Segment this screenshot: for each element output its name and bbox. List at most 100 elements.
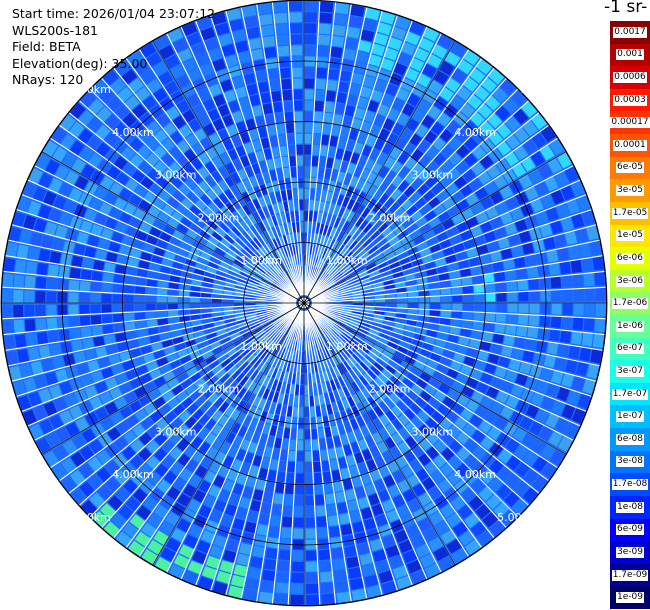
range-gate-cell	[158, 404, 172, 417]
range-gate-cell	[176, 248, 189, 258]
range-gate-cell	[236, 412, 247, 425]
range-gate-cell	[372, 175, 384, 188]
ray-separator	[309, 111, 540, 299]
range-gate-cell	[254, 372, 263, 383]
range-gate-cell	[461, 319, 473, 329]
range-gate-cell	[238, 425, 249, 438]
range-gate-cell	[253, 186, 262, 198]
range-gate-cell	[276, 321, 285, 330]
ray-separator	[310, 307, 550, 482]
range-gate-cell	[504, 222, 518, 236]
range-gate-cell	[165, 537, 182, 553]
range-gate-cell	[256, 332, 266, 341]
colorbar-tick-label: 6e-07	[616, 343, 644, 355]
range-gate-cell	[496, 292, 507, 302]
range-gate-cell	[349, 355, 359, 366]
range-gate-cell	[376, 22, 392, 36]
range-gate-cell	[208, 485, 222, 499]
ray-separator	[309, 307, 540, 495]
range-gate-cell	[291, 67, 303, 78]
range-gate-cell	[388, 201, 400, 213]
range-gate-cell	[304, 221, 308, 232]
range-gate-cell	[220, 441, 232, 454]
range-gate-cell	[284, 337, 291, 348]
range-gate-cell	[274, 319, 283, 327]
range-gate-cell	[375, 303, 386, 307]
range-gate-cell	[123, 304, 134, 313]
range-gate-cell	[273, 493, 284, 505]
range-gate-cell	[125, 496, 142, 512]
range-gate-cell	[451, 310, 463, 319]
range-gate-cell	[53, 397, 68, 413]
range-gate-cell	[325, 318, 334, 326]
ppi-scan-plot: 1.00km2.00km3.00km4.00km5.00km1.00km2.00…	[0, 0, 608, 607]
range-gate-cell	[361, 194, 372, 206]
range-gate-cell	[406, 389, 419, 401]
range-gate-cell	[263, 351, 272, 362]
range-gate-cell	[65, 422, 80, 438]
range-gate-cell	[548, 262, 561, 276]
range-gate-cell	[305, 506, 316, 517]
range-gate-cell	[239, 497, 252, 510]
range-gate-cell	[378, 165, 390, 178]
range-gate-cell	[321, 323, 329, 332]
range-gate-cell	[276, 571, 290, 583]
range-gate-cell	[358, 274, 370, 282]
range-gate-cell	[341, 374, 351, 385]
range-gate-cell	[220, 206, 231, 218]
range-gate-cell	[342, 347, 351, 358]
range-gate-cell	[283, 348, 289, 360]
range-gate-cell	[550, 369, 564, 385]
range-label: 4.00km	[454, 126, 496, 139]
range-gate-cell	[304, 122, 313, 133]
range-gate-cell	[291, 572, 304, 583]
range-gate-cell	[20, 363, 33, 379]
range-gate-cell	[511, 162, 527, 178]
range-gate-cell	[570, 180, 585, 197]
range-gate-cell	[218, 414, 230, 427]
range-gate-cell	[78, 463, 95, 480]
range-gate-cell	[17, 395, 32, 412]
range-gate-cell	[345, 270, 355, 279]
range-gate-cell	[352, 310, 363, 315]
range-gate-cell	[380, 270, 392, 278]
range-gate-cell	[187, 499, 202, 513]
range-gate-cell	[501, 345, 513, 357]
range-gate-cell	[282, 235, 289, 246]
range-gate-cell	[505, 437, 521, 453]
range-gate-cell	[451, 212, 465, 225]
range-gate-cell	[429, 352, 442, 362]
range-gate-cell	[229, 185, 241, 198]
range-gate-cell	[564, 230, 578, 245]
range-gate-cell	[274, 437, 283, 449]
range-gate-cell	[263, 400, 272, 412]
range-gate-cell	[292, 189, 298, 200]
range-gate-cell	[383, 156, 396, 169]
range-gate-cell	[290, 428, 298, 440]
range-gate-cell	[415, 543, 431, 558]
range-gate-cell	[52, 463, 68, 481]
ray-separator	[310, 124, 550, 299]
range-gate-cell	[15, 334, 27, 349]
range-gate-cell	[23, 377, 37, 393]
range-gate-cell	[184, 444, 198, 458]
range-gate-cell	[242, 178, 252, 191]
range-gate-cell	[372, 317, 384, 324]
range-gate-cell	[319, 235, 326, 246]
range-gate-cell	[404, 273, 416, 281]
range-gate-cell	[245, 83, 258, 96]
range-gate-cell	[270, 330, 279, 339]
range-gate-cell	[253, 384, 262, 395]
range-gate-cell	[201, 292, 212, 299]
range-gate-cell	[361, 341, 372, 351]
range-gate-cell	[385, 423, 398, 436]
range-gate-cell	[331, 240, 339, 251]
range-gate-cell	[557, 247, 570, 261]
range-gate-cell	[267, 229, 275, 240]
range-gate-cell	[167, 378, 180, 390]
range-gate-cell	[284, 258, 291, 269]
range-gate-cell	[197, 257, 209, 266]
range-gate-cell	[366, 171, 377, 184]
range-gate-cell	[304, 144, 312, 155]
range-gate-cell	[186, 191, 199, 204]
